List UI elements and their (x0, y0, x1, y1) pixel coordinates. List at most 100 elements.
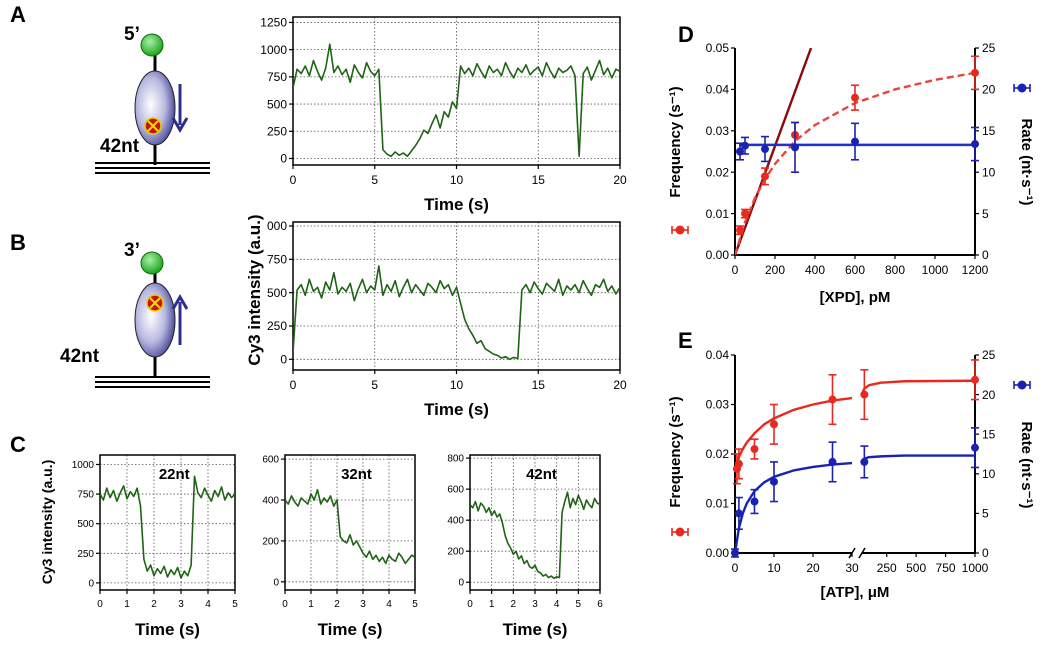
annotation: 32nt (341, 466, 372, 483)
x-tick-label: 1000 (922, 263, 949, 277)
point (770, 420, 778, 429)
y2-tick-label: 20 (982, 83, 996, 97)
point (734, 509, 743, 518)
y-axis-label: Cy3 intensity (a.u.) (245, 214, 264, 365)
y-tick-label: 600 (262, 455, 279, 466)
x-tick-label: 400 (805, 263, 825, 277)
x-axis-label: [ATP], μM (821, 584, 890, 601)
fit-line (861, 454, 975, 462)
trace (285, 488, 415, 565)
fit-line (735, 71, 975, 255)
y2-tick-label: 25 (982, 41, 996, 55)
y-tick-label: 0.02 (706, 447, 730, 461)
chart-panel: 0 5 10 15 20 0 250 500 750 1000 1250 Time (s) Cy3 in… (10, 2, 627, 366)
y2-tick-label: 20 (982, 388, 996, 402)
point (971, 68, 979, 77)
x-tick-label: 5 (232, 599, 238, 610)
y-tick-label: 0.03 (706, 398, 730, 412)
plot-frame (284, 454, 416, 591)
x-axis-label: [XPD], pM (820, 289, 891, 306)
fit-line (735, 461, 853, 553)
y-tick-label: 1000 (260, 43, 287, 57)
x-axis-label: Time (s) (424, 195, 489, 214)
point (860, 390, 869, 399)
x-tick-label: 0 (290, 173, 297, 187)
x-tick-label: 800 (885, 263, 905, 277)
y2-tick-label: 5 (982, 207, 989, 221)
fit-line (735, 48, 813, 255)
point (770, 477, 778, 486)
x-tick-label: 2 (511, 599, 517, 610)
y-tick-label: 400 (262, 496, 279, 507)
legend-marker (1017, 380, 1027, 390)
trace (293, 43, 620, 158)
y2-tick-label: 0 (982, 546, 989, 560)
x-tick-label: 1200 (962, 263, 989, 277)
x-tick-label: 4 (205, 599, 211, 610)
x-tick-label: 500 (906, 561, 926, 575)
chart-panel: 0 5 10 15 20 0 250 500 750 000 Time (s) B (10, 219, 627, 419)
point (971, 443, 979, 452)
panel-letter: E (678, 328, 693, 353)
legend-marker (675, 527, 685, 537)
trace (100, 475, 235, 579)
point (828, 395, 837, 404)
y-tick-label: 0 (280, 353, 287, 367)
y-tick-label: 0 (458, 578, 464, 589)
point (734, 459, 743, 468)
x-tick-label: 0 (290, 378, 297, 392)
y-tick-label: 250 (77, 549, 94, 560)
x-tick-label: 1 (124, 599, 130, 610)
x-tick-label: 0 (282, 599, 288, 610)
y-tick-label: 1000 (72, 460, 95, 471)
point (761, 145, 769, 154)
y-tick-label: 600 (447, 485, 464, 496)
y-axis-label: Frequency (s⁻¹) (667, 396, 684, 507)
y-tick-label: 0.03 (706, 124, 730, 138)
x-axis-label: Time (s) (503, 620, 568, 639)
y2-axis-label: Rate (nt·s⁻¹) (1018, 118, 1035, 205)
y-tick-label: 500 (267, 97, 287, 111)
y-tick-label: 0 (273, 577, 279, 588)
x-tick-label: 15 (532, 173, 546, 187)
y2-tick-label: 25 (982, 348, 996, 362)
x-tick-label: 3 (178, 599, 184, 610)
y-tick-label: 1250 (260, 16, 287, 30)
panel-letter: D (678, 22, 694, 47)
chart-panel: 0 1 2 3 4 5 0 250 500 750 1000 Time (s) Cy3 intensit… (10, 432, 238, 639)
point (851, 137, 859, 146)
y-axis-label: Frequency (s⁻¹) (667, 86, 684, 197)
x-tick-label: 10 (450, 173, 464, 187)
point (851, 93, 859, 102)
point (828, 457, 837, 466)
chart-panel: 0 200 400 600 800 1000 12000.000.010.020.030.0… (667, 22, 1035, 306)
x-tick-label: 600 (845, 263, 865, 277)
y-tick-label: 0.04 (706, 83, 730, 97)
x-tick-label: 5 (371, 173, 378, 187)
y-tick-label: 0.04 (706, 348, 730, 362)
y-tick-label: 0.05 (706, 41, 730, 55)
length-label: 42nt (60, 346, 100, 367)
fit-line (860, 379, 975, 395)
y2-tick-label: 15 (982, 427, 996, 441)
x-tick-label: 4 (554, 599, 560, 610)
x-tick-label: 3 (532, 599, 538, 610)
legend-marker (1017, 83, 1027, 93)
annotation: 42nt (526, 466, 557, 483)
y-tick-label: 0.00 (706, 248, 730, 262)
y-tick-label: 400 (447, 516, 464, 527)
x-tick-label: 0 (732, 263, 739, 277)
x-tick-label: 250 (877, 561, 897, 575)
y2-axis-label: Rate (nt·s⁻¹) (1018, 421, 1035, 508)
fit-line (735, 396, 853, 467)
y-tick-label: 250 (267, 319, 287, 333)
point (971, 375, 979, 384)
y2-tick-label: 10 (982, 165, 996, 179)
trace (293, 265, 620, 361)
chart-panel: 0 1 2 3 4 5 6 0 200 400 600 800 Time (s) 42nt (447, 454, 603, 639)
x-tick-label: 10 (450, 378, 464, 392)
x-tick-label: 0 (467, 599, 473, 610)
axis-break (858, 547, 866, 559)
x-tick-label: 0 (97, 599, 103, 610)
y-tick-label: 750 (77, 490, 94, 501)
